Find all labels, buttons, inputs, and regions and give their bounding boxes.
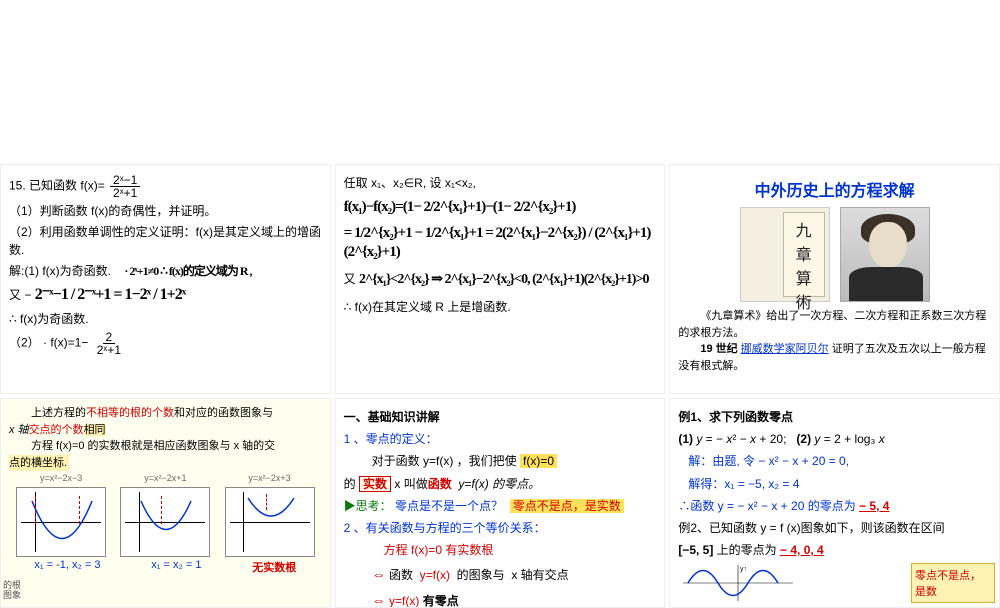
- note-callout: 零点不是点，是数: [911, 563, 995, 603]
- ans1b: · 2ˣ+1≠0 ∴ f(x)的定义域为 R ,: [124, 264, 251, 278]
- s5-e3: ⇔ y=f(x) 有零点: [344, 589, 657, 608]
- s5-e2: ⇔ ⇔ 函数 y=f(x) 的图象与 x 轴有交点函数 y=f(x) 的图象与 …: [344, 563, 657, 585]
- blank-cell-2: [335, 0, 666, 160]
- slide-15-problem: 15. 已知函数 f(x)= 2ˣ−1 2ˣ+1 （1）判断函数 f(x)的奇偶…: [0, 164, 331, 394]
- s6-h1: 例1、求下列函数零点: [678, 410, 793, 424]
- mini-graphs: [9, 487, 322, 557]
- s5-think: ▶思考： 零点是不是一个点？ 零点不是点，是实数: [344, 497, 657, 516]
- s6-a1b: 解得：x₁ = −5, x₂ = 4: [678, 475, 991, 494]
- history-p1: 《九章算术》给出了一次方程、二次方程和正系数三次方程的求根方法。: [678, 308, 991, 341]
- abel-portrait: [840, 207, 930, 302]
- garble-row-0: f(x₁)−f(x₂)=(1− 2/2^{x₁}+1)−(1− 2/2^{x₂}…: [344, 198, 657, 218]
- slide-example-zeros: 例1、求下列函数零点 (1) y = − x² − x + 20; (2) y …: [669, 398, 1000, 608]
- garble1: 2⁻ˣ−1 / 2⁻ˣ+1 = 1−2ˣ / 1+2ˣ: [35, 286, 186, 303]
- ans1c: 又 −: [9, 288, 31, 302]
- s4-l1: 上述方程的不相等的根的个数和对应的函数图象与: [9, 405, 322, 422]
- s6-l2: [−5, 5] 上的零点为 − 4, 0, 4: [678, 541, 991, 560]
- history-title: 中外历史上的方程求解: [678, 177, 991, 201]
- s6-q1: (1) y = − x² − x + 20; (2) y = 2 + log₃ …: [678, 430, 991, 449]
- s5-l1: 对于函数 y=f(x) ，我们把使 f(x)=0: [344, 452, 657, 471]
- side-label: 的根 图象: [3, 581, 21, 601]
- ans2a: （2） · f(x)=1−: [9, 336, 88, 350]
- s4-l4: 点的横坐标.: [9, 455, 69, 472]
- q-number: 15.: [9, 179, 26, 193]
- jiuzhang-book: 九 章 算 術: [740, 207, 830, 302]
- s5-h1: 一、基础知识讲解: [344, 410, 440, 424]
- slide-root-intersect: 上述方程的不相等的根的个数和对应的函数图象与 x 轴交点的个数相同 方程 f(x…: [0, 398, 331, 608]
- book-page: 九 章 算 術: [783, 212, 825, 297]
- s6-h2: 例2、已知函数 y = f (x)图象如下，则该函数在区间: [678, 519, 991, 538]
- graph-captions: x₁ = -1, x₂ = 3 x₁ = x₂ = 1 无实数根: [9, 559, 322, 575]
- s6-a1a: 解：由题, 令 − x² − x + 20 = 0,: [678, 452, 991, 471]
- portrait-row: 九 章 算 術: [678, 207, 991, 302]
- ans1a: 解:(1) f(x)为奇函数.: [9, 264, 111, 278]
- blank-cell-1: [0, 0, 331, 160]
- part1: （1）判断函数 f(x)的奇偶性，并证明。: [9, 202, 322, 220]
- graph-two-roots: [16, 487, 106, 557]
- svg-text:y↑: y↑: [740, 566, 747, 573]
- l1: 任取 x₁、x₂∈R, 设 x₁<x₂,: [344, 174, 657, 192]
- history-p2: 19 世纪 挪威数学家阿贝尔 证明了五次及五次以上一般方程没有根式解。: [678, 341, 991, 374]
- s5-l2: 的 实数 x 叫做函数 y=f(x) 的零点。: [344, 475, 657, 494]
- wave-graph: y↑: [678, 563, 798, 603]
- ans1d: ∴ f(x)为奇函数.: [9, 310, 322, 328]
- s5-h3: 2 、有关函数与方程的三个等价关系：: [344, 519, 657, 538]
- slide-monotone-proof: 任取 x₁、x₂∈R, 设 x₁<x₂, f(x₁)−f(x₂)=(1− 2/2…: [335, 164, 666, 394]
- blank-cell-3: [669, 0, 1000, 160]
- s4-l3: 方程 f(x)=0 的实数根就是相应函数图象与 x 轴的交: [9, 438, 322, 455]
- l6: ∴ f(x)在其定义域 R 上是增函数.: [344, 298, 657, 316]
- graph-no-root: [225, 487, 315, 557]
- slide-history-equation: 中外历史上的方程求解 九 章 算 術 《九章算术》给出了一次方程、二次方程和正系…: [669, 164, 1000, 394]
- s5-e1: 方程 f(x)=0 有实数根: [344, 541, 657, 560]
- graph-one-root: [120, 487, 210, 557]
- s5-h2: 1 、零点的定义：: [344, 430, 657, 449]
- l4: 又: [344, 272, 356, 286]
- slide-zero-def: 一、基础知识讲解 1 、零点的定义： 对于函数 y=f(x) ，我们把使 f(x…: [335, 398, 666, 608]
- garble2: 2^{x₁}<2^{x₂} ⇒ 2^{x₁}−2^{x₂}<0, (2^{x₁}…: [359, 272, 648, 287]
- graph-headers: y=x²−2x−3 y=x²−2x+1 y=x²−2x+3: [9, 473, 322, 483]
- s4-l2: x 轴交点的个数相同: [9, 422, 322, 439]
- garble-row-1: = 1/2^{x₂}+1 − 1/2^{x₁}+1 = 2(2^{x₁}−2^{…: [344, 224, 657, 263]
- q-stem: 已知函数 f(x)=: [29, 179, 105, 193]
- s6-a1c: ∴函数 y = − x² − x + 20 的零点为 − 5, 4: [678, 497, 991, 516]
- fraction-2: 2 2ˣ+1: [94, 331, 124, 356]
- fraction: 2ˣ−1 2ˣ+1: [110, 174, 140, 199]
- part2: （2）利用函数单调性的定义证明：f(x)是其定义域上的增函数.: [9, 223, 322, 259]
